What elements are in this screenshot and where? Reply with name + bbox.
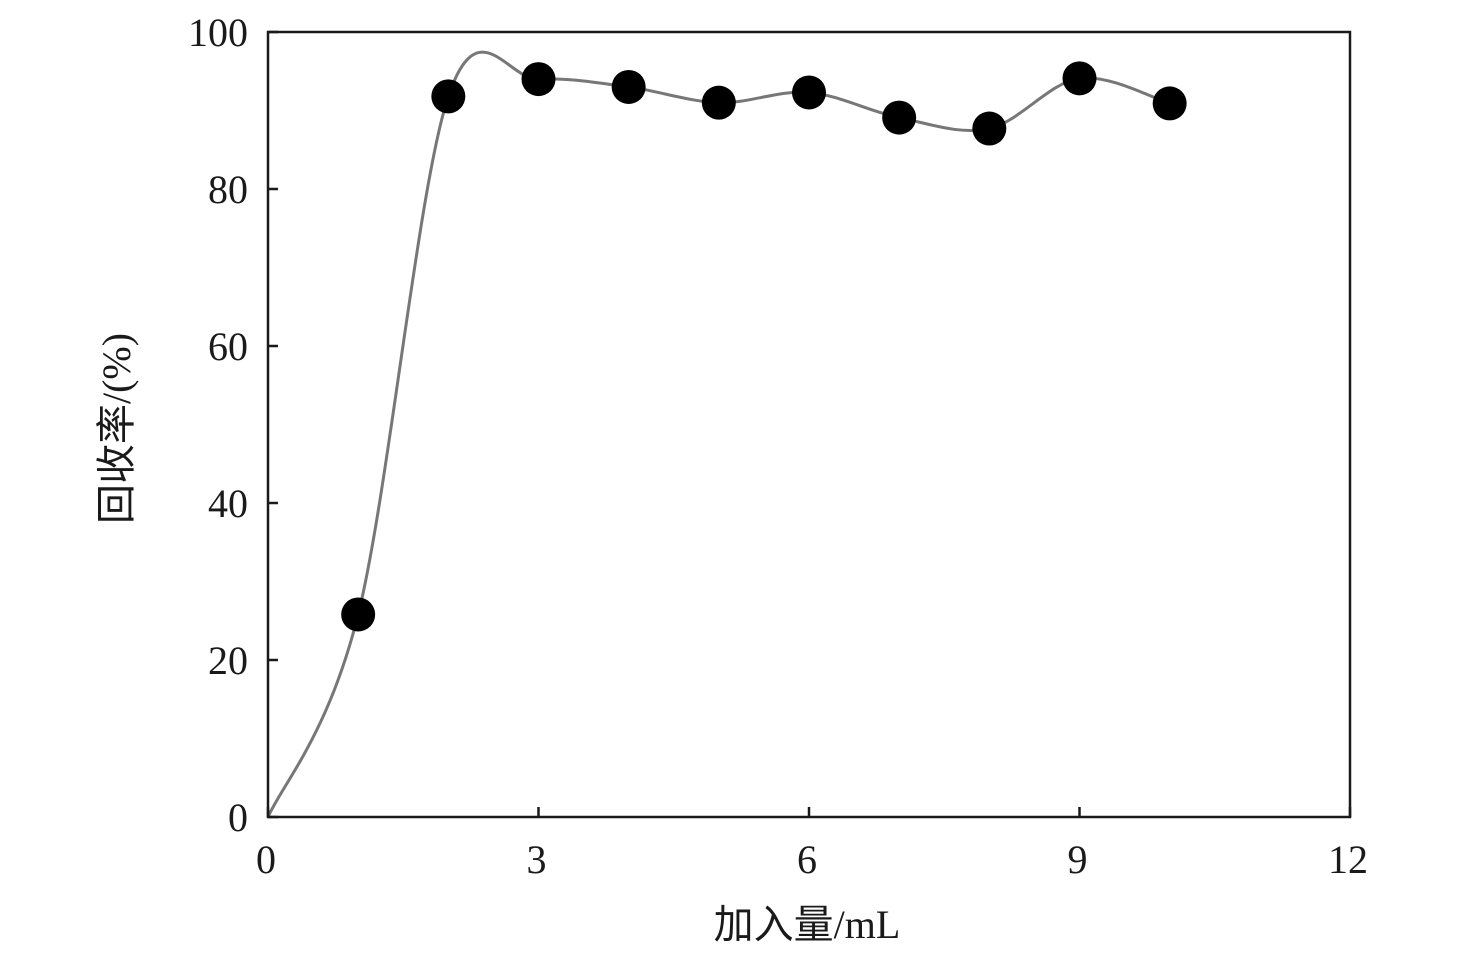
x-tick-label-4: 12 — [1328, 837, 1368, 882]
data-point-7 — [882, 100, 917, 135]
x-tick-label-1: 3 — [527, 837, 547, 882]
data-point-3 — [521, 62, 556, 97]
y-tick-label-4: 80 — [208, 167, 248, 212]
y-tick-label-3: 60 — [208, 324, 248, 369]
x-axis-title: 加入量/mL — [714, 902, 901, 947]
axes-layer: 0 3 6 9 12 0 20 40 60 80 100 — [188, 10, 1368, 882]
y-tick-label-2: 40 — [208, 481, 248, 526]
series-0-line — [266, 50, 1171, 818]
x-tick-label-2: 6 — [797, 837, 817, 882]
y-tick-label-5: 100 — [188, 10, 248, 55]
x-tick-label-3: 9 — [1068, 837, 1088, 882]
x-tick-label-0: 0 — [256, 837, 276, 882]
y-tick-label-0: 0 — [228, 795, 248, 840]
data-point-8 — [972, 111, 1007, 146]
plot-frame — [266, 30, 1352, 819]
y-tick-label-1: 20 — [208, 638, 248, 683]
y-axis-title: 回收率/(%) — [94, 333, 139, 524]
data-point-1 — [341, 597, 376, 632]
data-point-4 — [611, 69, 646, 104]
data-point-9 — [1062, 61, 1097, 96]
data-point-5 — [701, 85, 736, 120]
plot-layer — [266, 50, 1187, 818]
data-point-2 — [431, 79, 466, 114]
data-point-6 — [792, 75, 826, 110]
data-point-10 — [1152, 86, 1187, 121]
